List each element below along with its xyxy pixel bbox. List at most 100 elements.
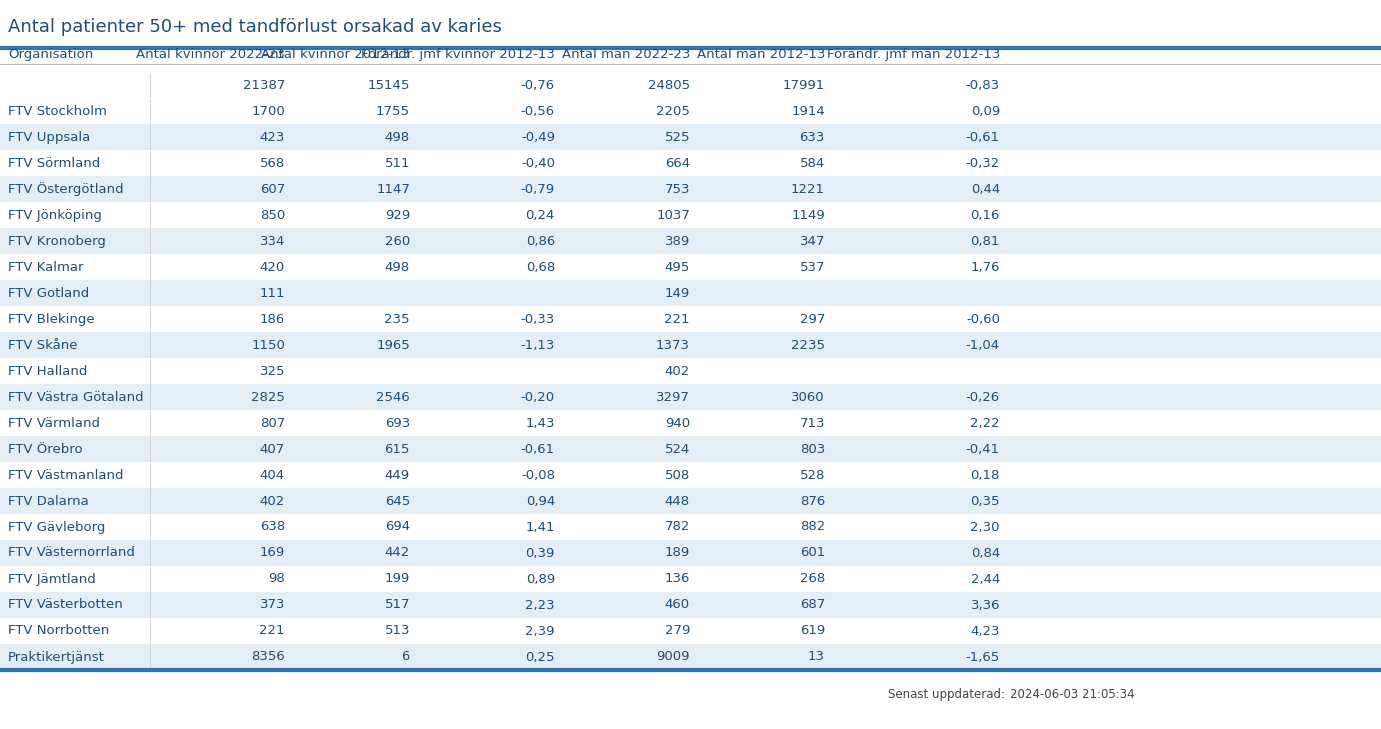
Text: 334: 334 bbox=[260, 235, 284, 248]
Text: 186: 186 bbox=[260, 313, 284, 326]
Text: 0,86: 0,86 bbox=[526, 235, 555, 248]
Text: 524: 524 bbox=[664, 443, 690, 456]
Bar bbox=[0, 306, 1381, 332]
Text: 2,44: 2,44 bbox=[971, 572, 1000, 585]
Bar bbox=[0, 254, 1381, 280]
Text: Organisation: Organisation bbox=[8, 48, 94, 61]
Text: 807: 807 bbox=[260, 416, 284, 429]
Text: FTV Dalarna: FTV Dalarna bbox=[8, 494, 88, 507]
Text: -0,49: -0,49 bbox=[521, 130, 555, 144]
Text: 584: 584 bbox=[800, 157, 824, 170]
Text: 373: 373 bbox=[260, 599, 284, 612]
Text: FTV Skåne: FTV Skåne bbox=[8, 338, 77, 351]
Text: 21387: 21387 bbox=[243, 79, 284, 92]
Text: 1700: 1700 bbox=[251, 104, 284, 117]
Text: 423: 423 bbox=[260, 130, 284, 144]
Text: 402: 402 bbox=[664, 364, 690, 378]
Text: 149: 149 bbox=[664, 286, 690, 300]
Text: Antal män 2012-13: Antal män 2012-13 bbox=[696, 48, 824, 61]
Text: 693: 693 bbox=[385, 416, 410, 429]
Text: 2235: 2235 bbox=[791, 338, 824, 351]
Text: 645: 645 bbox=[385, 494, 410, 507]
Text: -0,40: -0,40 bbox=[521, 157, 555, 170]
Text: -0,08: -0,08 bbox=[521, 469, 555, 481]
Text: 0,16: 0,16 bbox=[971, 208, 1000, 222]
Text: 98: 98 bbox=[268, 572, 284, 585]
Text: 2,22: 2,22 bbox=[971, 416, 1000, 429]
Text: 199: 199 bbox=[385, 572, 410, 585]
Text: 0,24: 0,24 bbox=[526, 208, 555, 222]
Bar bbox=[0, 410, 1381, 436]
Bar bbox=[0, 618, 1381, 644]
Text: 325: 325 bbox=[260, 364, 284, 378]
Text: Förändr. jmf kvinnor 2012-13: Förändr. jmf kvinnor 2012-13 bbox=[360, 48, 555, 61]
Text: 850: 850 bbox=[260, 208, 284, 222]
Text: Praktikertjänst: Praktikertjänst bbox=[8, 650, 105, 663]
Text: 782: 782 bbox=[664, 521, 690, 534]
Text: 260: 260 bbox=[385, 235, 410, 248]
Text: 511: 511 bbox=[384, 157, 410, 170]
Text: 449: 449 bbox=[385, 469, 410, 481]
Text: 407: 407 bbox=[260, 443, 284, 456]
Text: 404: 404 bbox=[260, 469, 284, 481]
Text: FTV Blekinge: FTV Blekinge bbox=[8, 313, 95, 326]
Bar bbox=[0, 228, 1381, 254]
Text: FTV Västernorrland: FTV Västernorrland bbox=[8, 547, 135, 559]
Text: Antal kvinnor 2022-23: Antal kvinnor 2022-23 bbox=[137, 48, 284, 61]
Text: -0,76: -0,76 bbox=[521, 79, 555, 92]
Text: 189: 189 bbox=[664, 547, 690, 559]
Text: Antal kvinnor 2012-13: Antal kvinnor 2012-13 bbox=[261, 48, 410, 61]
Text: 513: 513 bbox=[384, 625, 410, 637]
Text: 111: 111 bbox=[260, 286, 284, 300]
Bar bbox=[0, 488, 1381, 514]
Text: 2,23: 2,23 bbox=[525, 599, 555, 612]
Text: 2,30: 2,30 bbox=[971, 521, 1000, 534]
Text: 753: 753 bbox=[664, 182, 690, 195]
Text: 6: 6 bbox=[402, 650, 410, 663]
Text: 615: 615 bbox=[385, 443, 410, 456]
Text: FTV Västerbotten: FTV Västerbotten bbox=[8, 599, 123, 612]
Text: -0,41: -0,41 bbox=[965, 443, 1000, 456]
Text: 1373: 1373 bbox=[656, 338, 690, 351]
Text: 279: 279 bbox=[664, 625, 690, 637]
Text: 4,23: 4,23 bbox=[971, 625, 1000, 637]
Text: FTV Västra Götaland: FTV Västra Götaland bbox=[8, 391, 144, 403]
Bar bbox=[0, 98, 1381, 124]
Text: 2546: 2546 bbox=[376, 391, 410, 403]
Text: 448: 448 bbox=[664, 494, 690, 507]
Text: FTV Gävleborg: FTV Gävleborg bbox=[8, 521, 105, 534]
Text: 525: 525 bbox=[664, 130, 690, 144]
Text: 2,39: 2,39 bbox=[526, 625, 555, 637]
Bar bbox=[0, 124, 1381, 150]
Text: FTV Jönköping: FTV Jönköping bbox=[8, 208, 102, 222]
Text: -0,61: -0,61 bbox=[965, 130, 1000, 144]
Text: -0,83: -0,83 bbox=[965, 79, 1000, 92]
Text: 601: 601 bbox=[800, 547, 824, 559]
Text: 607: 607 bbox=[260, 182, 284, 195]
Text: 495: 495 bbox=[664, 260, 690, 273]
Text: Förändr. jmf män 2012-13: Förändr. jmf män 2012-13 bbox=[827, 48, 1000, 61]
Text: 0,09: 0,09 bbox=[971, 104, 1000, 117]
Text: 1150: 1150 bbox=[251, 338, 284, 351]
Text: 664: 664 bbox=[664, 157, 690, 170]
Text: FTV Uppsala: FTV Uppsala bbox=[8, 130, 90, 144]
Text: 2024-06-03 21:05:34: 2024-06-03 21:05:34 bbox=[1010, 688, 1135, 701]
Bar bbox=[0, 358, 1381, 384]
Text: 1221: 1221 bbox=[791, 182, 824, 195]
Text: 498: 498 bbox=[385, 130, 410, 144]
Bar bbox=[0, 176, 1381, 202]
Text: -0,32: -0,32 bbox=[965, 157, 1000, 170]
Bar bbox=[0, 280, 1381, 306]
Bar bbox=[0, 384, 1381, 410]
Text: 0,44: 0,44 bbox=[971, 182, 1000, 195]
Text: -1,65: -1,65 bbox=[965, 650, 1000, 663]
Text: -0,79: -0,79 bbox=[521, 182, 555, 195]
Text: 0,25: 0,25 bbox=[526, 650, 555, 663]
Text: -0,26: -0,26 bbox=[965, 391, 1000, 403]
Text: -0,61: -0,61 bbox=[521, 443, 555, 456]
Text: FTV Halland: FTV Halland bbox=[8, 364, 87, 378]
Bar bbox=[0, 566, 1381, 592]
Text: 498: 498 bbox=[385, 260, 410, 273]
Text: 221: 221 bbox=[664, 313, 690, 326]
Text: 13: 13 bbox=[808, 650, 824, 663]
